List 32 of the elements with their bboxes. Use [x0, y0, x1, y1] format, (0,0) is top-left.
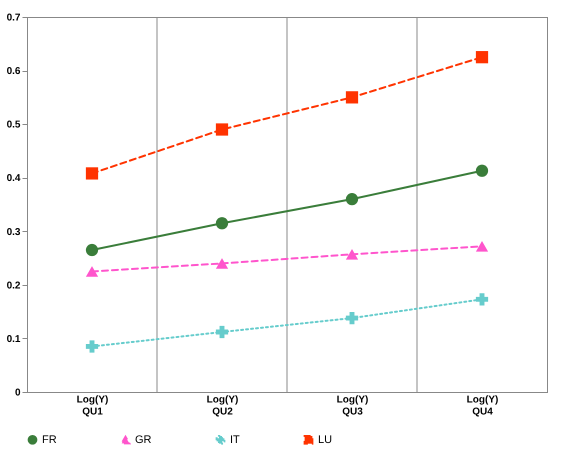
x-tick-label: Log(Y) QU3 — [336, 394, 368, 418]
y-tick-label: 0.4 — [6, 173, 21, 184]
point — [86, 266, 98, 277]
x-tick-label: Log(Y) QU1 — [76, 394, 108, 418]
point — [86, 340, 98, 353]
point — [346, 312, 358, 324]
point — [216, 217, 228, 230]
point — [216, 123, 228, 136]
y-tick-label: 0.7 — [6, 12, 21, 24]
y-tick-label: 0 — [14, 388, 21, 398]
legend-label: LU — [318, 434, 332, 446]
legend-label: FR — [42, 434, 57, 446]
point — [476, 240, 488, 252]
point — [476, 51, 488, 64]
point — [216, 326, 228, 338]
point — [86, 167, 98, 180]
point — [216, 258, 228, 269]
point — [86, 244, 98, 256]
x-tick-label: Log(Y) QU4 — [466, 394, 498, 418]
x-tick-label: Log(Y) QU2 — [206, 394, 238, 418]
point — [476, 164, 488, 177]
point — [346, 249, 358, 260]
y-tick-label: 0.3 — [6, 226, 21, 238]
y-tick-label: 0.5 — [6, 120, 21, 131]
y-tick-label: 0.6 — [6, 66, 21, 78]
legend-label: IT — [230, 434, 240, 446]
legend-label: GR — [135, 434, 152, 446]
y-tick-label: 0.2 — [6, 280, 21, 292]
point — [346, 91, 358, 104]
point — [476, 293, 488, 306]
point — [346, 193, 358, 206]
y-tick-label: 0.1 — [6, 334, 21, 345]
